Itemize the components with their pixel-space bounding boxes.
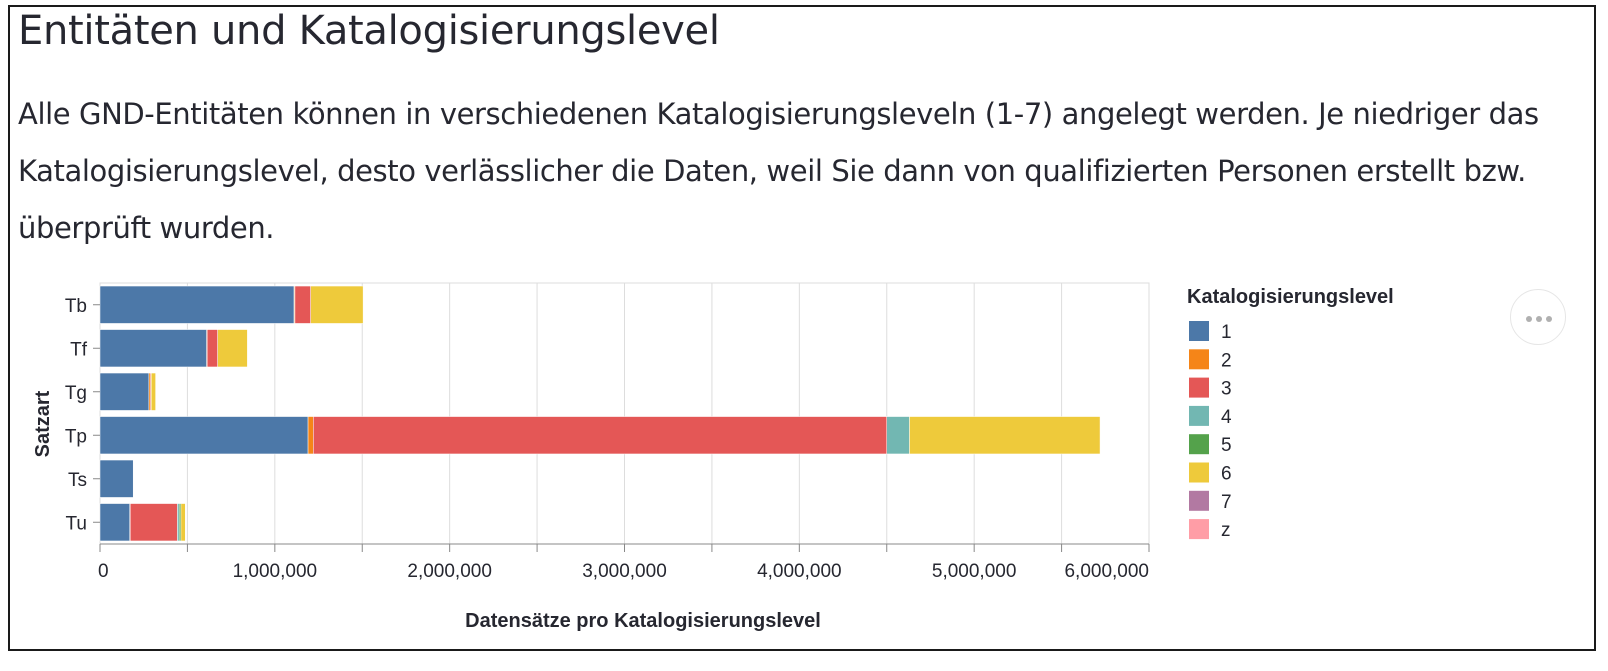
legend-label-4: 4 [1221,407,1232,428]
y-tick-label: Tp [65,426,87,447]
bar-Tu-level-4 [177,503,180,542]
y-tick-label: Tg [65,383,87,404]
y-tick-label: Ts [68,470,87,491]
y-axis: Tb Tf Tg Tp Ts Tu [65,296,100,534]
bar-Tb-level-1 [99,285,295,324]
legend-swatch-z [1189,519,1209,540]
y-axis-label: Satzart [32,390,54,457]
description-text: Alle GND-Entitäten können in verschieden… [18,97,1539,245]
x-tick-label: 5,000,000 [932,561,1017,582]
legend-label-5: 5 [1221,435,1232,456]
bar-Tp-level-6 [909,416,1101,455]
x-tick-label: 0 [98,561,109,582]
legend-swatch-7 [1189,490,1209,511]
legend-label-7: 7 [1221,492,1232,513]
y-tick-label: Tb [65,296,87,317]
x-tick-label: 4,000,000 [757,561,842,582]
legend-swatch-6 [1189,462,1209,483]
legend-swatch-4 [1189,405,1209,426]
x-tick-label: 3,000,000 [582,561,667,582]
x-tick-label: 6,000,000 [1064,561,1149,582]
bar-Tb-level-3 [294,285,311,324]
x-axis: 0 1,000,000 2,000,000 3,000,000 4,000,000 5,0… [98,543,1150,582]
legend-label-z: z [1221,520,1231,541]
y-tick-label: Tf [70,339,88,360]
bar-Tp-level-4 [886,416,910,455]
bar-Tf-level-6 [217,329,248,368]
bar-Tu-level-5 [178,503,182,542]
chart-card [8,5,1596,651]
legend-swatch-3 [1189,377,1209,398]
legend-label-3: 3 [1221,379,1232,400]
x-tick-label: 2,000,000 [407,561,492,582]
legend-swatch-5 [1189,434,1209,455]
legend-swatch-2 [1189,349,1209,370]
x-tick-label: 1,000,000 [233,561,318,582]
bar-Tu-level-6 [180,503,186,542]
bar-Tu-level-1 [99,503,130,542]
bar-Tg-level-6 [150,372,156,411]
legend-label-6: 6 [1221,464,1232,485]
legend-swatch-1 [1189,321,1209,341]
legend-label-2: 2 [1221,350,1232,371]
ellipsis-icon[interactable] [1510,289,1566,345]
bar-Tp-level-2 [307,416,314,455]
bar-Tb-level-6 [310,285,364,324]
bar-Tf-level-1 [99,329,207,368]
y-tick-label: Tu [66,513,87,534]
chart-legend: 1 2 3 4 5 6 7 z [1189,321,1232,541]
bar-Tg-level-1 [99,372,150,411]
page-title: Entitäten und Katalogisierungslevel [18,8,720,54]
legend-label-1: 1 [1221,322,1232,343]
bar-Tu-level-3 [129,503,178,542]
bar-Ts-level-1 [99,459,134,498]
bar-Tp-level-3 [313,416,887,455]
chart-bars [99,285,1101,542]
bar-Tf-level-3 [206,329,218,368]
bar-Tp-level-1 [99,416,309,455]
legend-title: Katalogisierungslevel [1187,286,1394,308]
x-axis-label: Datensätze pro Katalogisierungslevel [465,610,821,632]
